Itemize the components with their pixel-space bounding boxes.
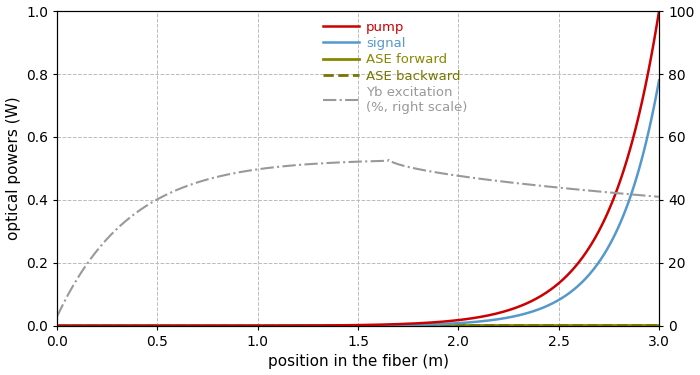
X-axis label: position in the fiber (m): position in the fiber (m) (267, 354, 449, 369)
Y-axis label: optical powers (W): optical powers (W) (6, 97, 20, 240)
Legend: pump, signal, ASE forward, ASE backward, Yb excitation
(%, right scale): pump, signal, ASE forward, ASE backward,… (323, 21, 468, 114)
